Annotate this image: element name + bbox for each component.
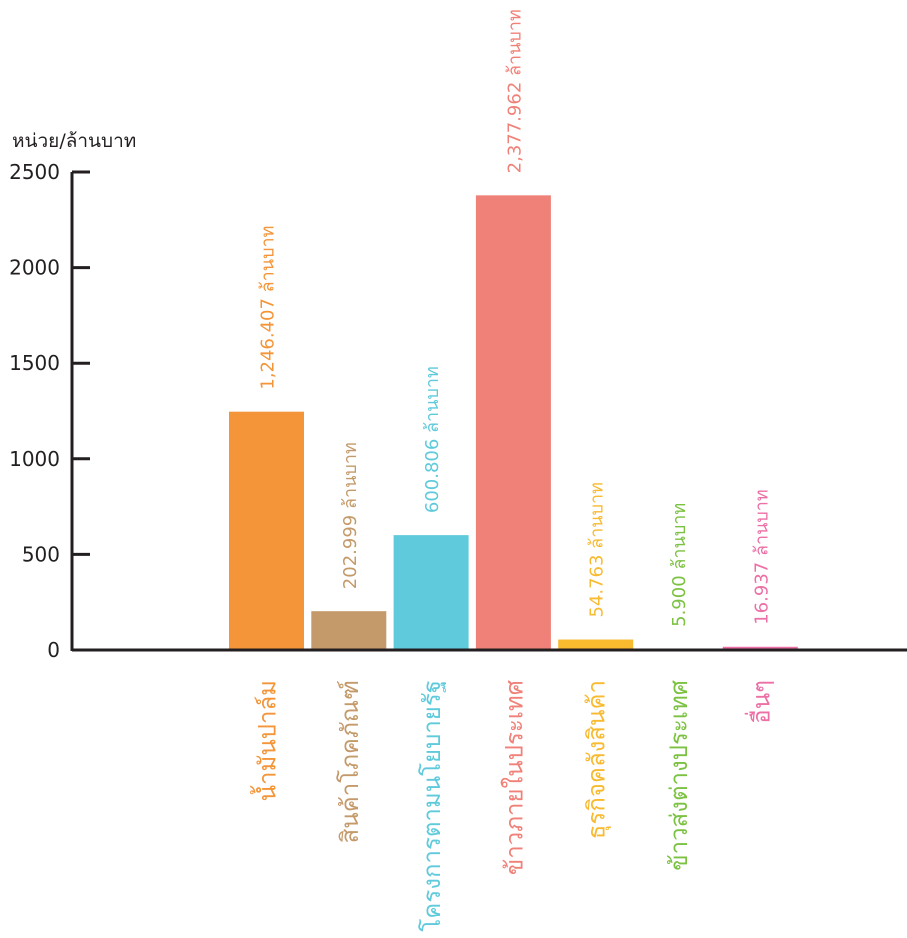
- bar-5: [558, 639, 634, 650]
- axes-group: [70, 172, 907, 652]
- bar-2: [311, 611, 387, 650]
- bar-1: [229, 411, 304, 650]
- category-label: สินค้าโภคภัณฑ์: [336, 680, 364, 843]
- category-label: ข้าวส่งต่างประเทศ: [665, 680, 693, 871]
- bar-7: [722, 646, 798, 650]
- value-label: 54.763 ล้านบาท: [587, 482, 608, 618]
- value-label: 1,246.407 ล้านบาท: [258, 226, 279, 390]
- category-labels-group: น้ำมันปาล์ม สินค้าโภคภัณฑ์ โครงการตามนโยบา…: [250, 680, 776, 932]
- category-label: ข้าวภายในประเทศ: [500, 680, 528, 875]
- bar-4: [475, 195, 551, 650]
- y-tick-label: 2000: [9, 256, 60, 280]
- bars-group: [229, 195, 798, 651]
- value-label: 600.806 ล้านบาท: [422, 366, 443, 513]
- bar-3: [393, 535, 469, 650]
- y-axis-ticks: 0 500 1000 1500 2000 2500: [9, 160, 90, 662]
- y-tick-label: 1000: [9, 447, 60, 471]
- value-label: 5.900 ล้านบาท: [669, 503, 690, 627]
- value-label: 16.937 ล้านบาท: [751, 489, 772, 625]
- value-label: 202.999 ล้านบาท: [340, 442, 361, 589]
- y-axis-label: หน่วย/ล้านบาท: [12, 130, 136, 152]
- category-label: ธุรกิจคลังสินค้า: [583, 680, 612, 839]
- y-tick-label: 500: [22, 542, 60, 566]
- value-label: 2,377.962 ล้านบาท: [504, 9, 525, 173]
- value-labels-group: 1,246.407 ล้านบาท 202.999 ล้านบาท 600.806 …: [258, 9, 773, 627]
- category-label: น้ำมันปาล์ม: [250, 680, 282, 801]
- y-tick-label: 2500: [9, 160, 60, 184]
- y-tick-label: 1500: [9, 351, 60, 375]
- y-tick-label: 0: [47, 638, 60, 662]
- category-label: อื่นๆ: [744, 680, 775, 724]
- category-label: โครงการตามนโยบายรัฐ: [418, 680, 446, 932]
